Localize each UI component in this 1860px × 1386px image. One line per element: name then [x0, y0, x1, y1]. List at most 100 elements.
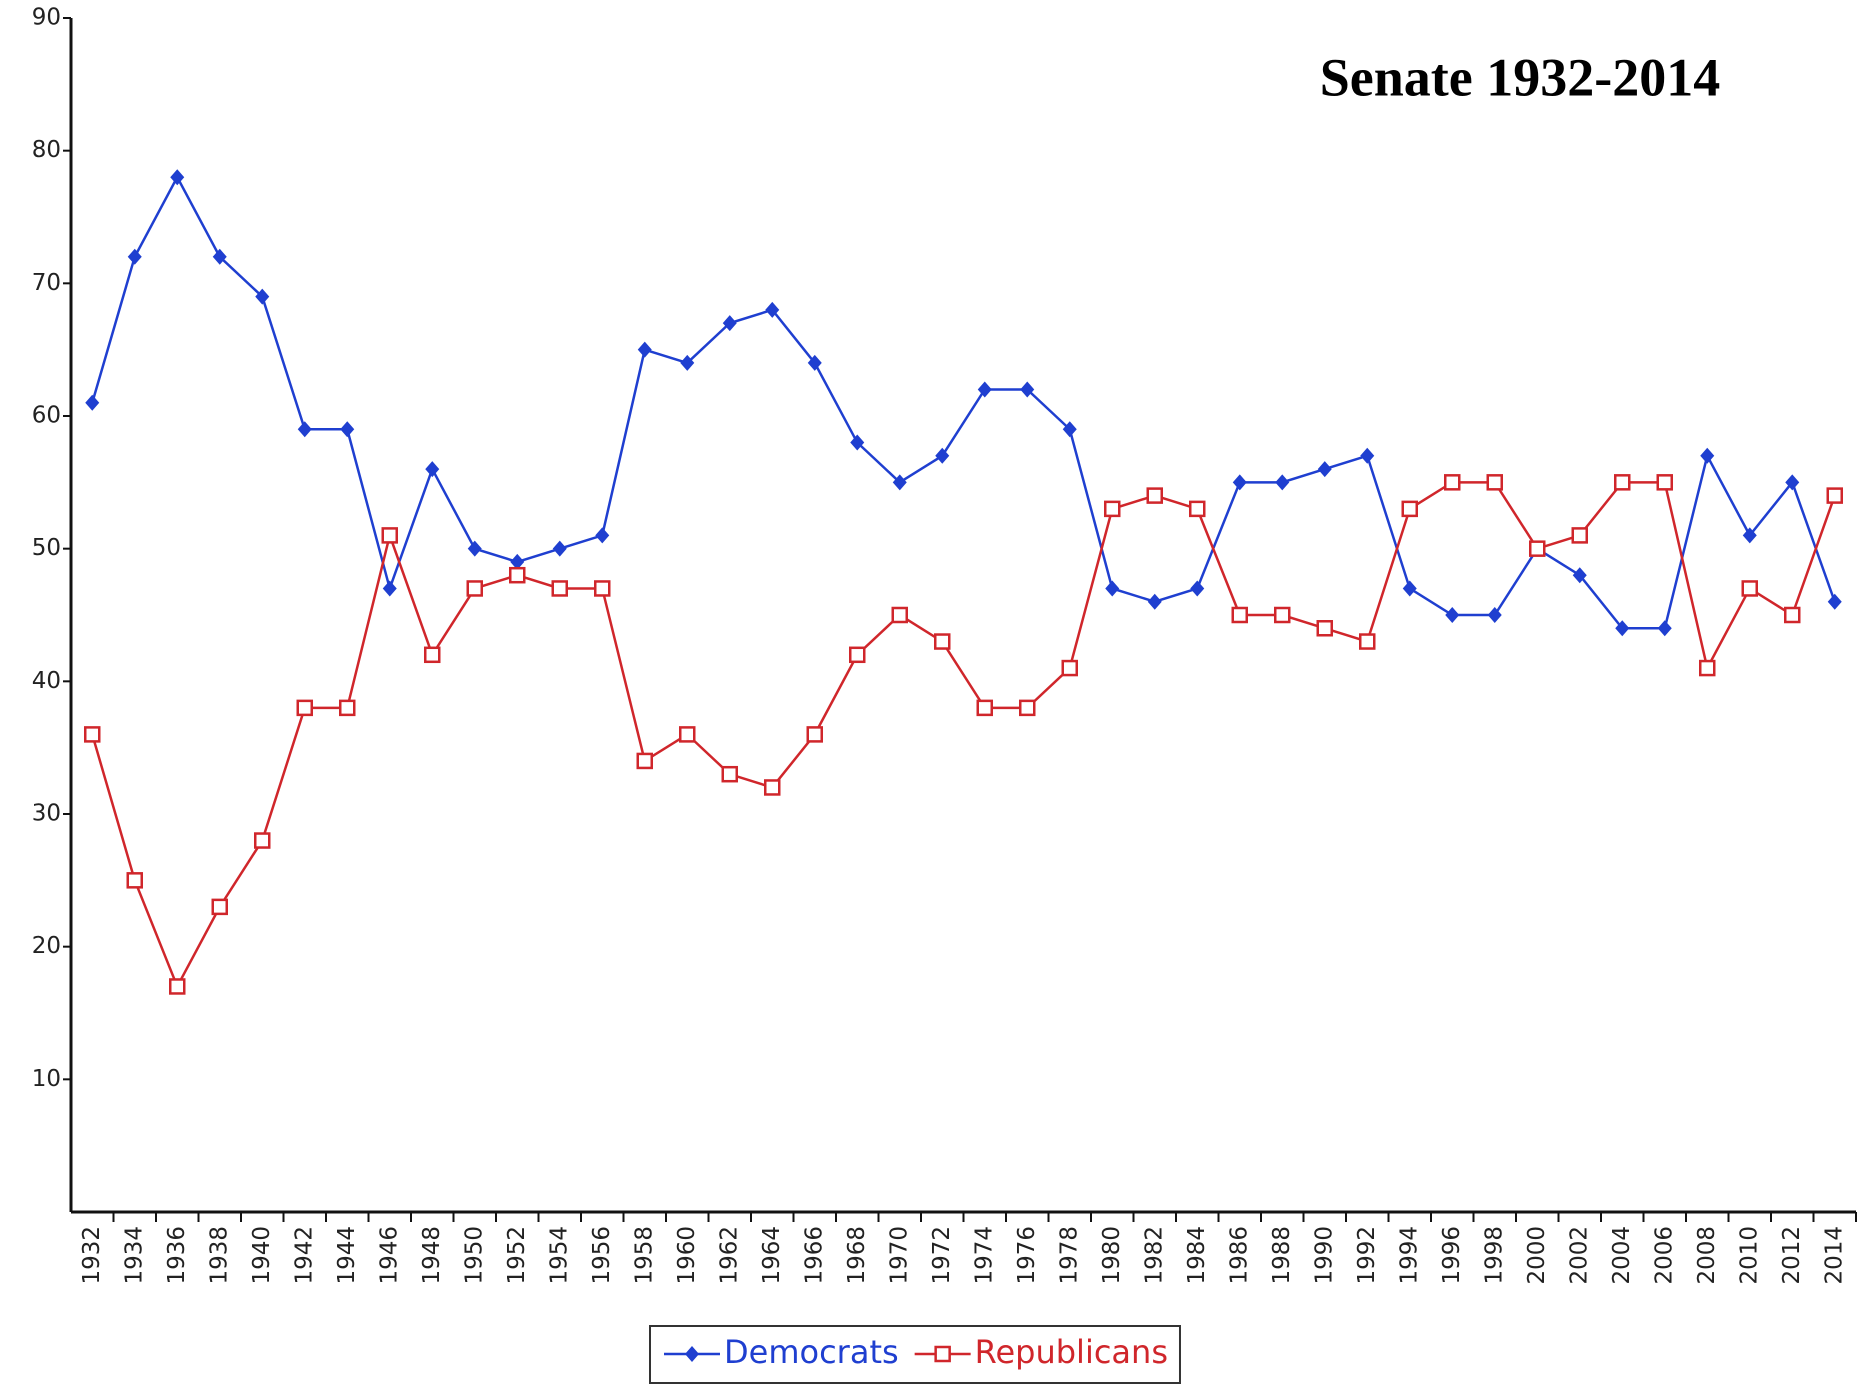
- x-tick-label: 2010: [1736, 1226, 1762, 1285]
- x-tick-label: 1982: [1141, 1226, 1167, 1285]
- point: [1486, 474, 1503, 491]
- point: [1401, 500, 1418, 518]
- point: [1657, 620, 1672, 637]
- point: [1189, 500, 1206, 518]
- x-tick-label: 1936: [164, 1226, 190, 1285]
- point: [424, 646, 441, 664]
- point: [1360, 447, 1375, 464]
- x-tick-label: 1992: [1354, 1226, 1380, 1285]
- point: [211, 898, 228, 916]
- point: [1359, 633, 1376, 650]
- y-tick-label: 60: [32, 403, 61, 429]
- point: [764, 779, 781, 796]
- legend-label: Democrats: [724, 1333, 899, 1371]
- legend-label: Republicans: [975, 1333, 1168, 1371]
- series-line: [91, 174, 1836, 630]
- point: [1190, 580, 1205, 597]
- point: [1741, 580, 1758, 597]
- x-tick-label: 1932: [79, 1226, 105, 1285]
- x-tick-label: 1974: [971, 1226, 997, 1285]
- x-tick-label: 1972: [929, 1226, 955, 1285]
- x-tick-label: 1934: [121, 1226, 147, 1285]
- point: [1572, 567, 1587, 584]
- point: [1232, 474, 1247, 491]
- x-tick-label: 2012: [1779, 1226, 1805, 1285]
- point: [765, 301, 780, 318]
- point: [552, 540, 567, 557]
- point: [1402, 580, 1417, 597]
- point: [850, 434, 865, 451]
- point: [551, 580, 568, 597]
- x-tick-label: 1994: [1396, 1226, 1422, 1285]
- point: [1316, 620, 1333, 637]
- legend: Democrats Republicans: [649, 1325, 1181, 1384]
- series-line: [91, 481, 1836, 990]
- point: [935, 447, 950, 464]
- point: [1826, 487, 1843, 504]
- x-tick-label: 1980: [1099, 1226, 1125, 1285]
- x-tick-label: 1962: [716, 1226, 742, 1285]
- y-tick-label: 90: [32, 5, 61, 31]
- x-tick-label: 1954: [546, 1226, 572, 1285]
- point: [976, 699, 993, 717]
- y-tick-label: 80: [32, 137, 61, 163]
- x-tick-label: 1960: [674, 1226, 700, 1285]
- point: [1317, 461, 1332, 478]
- x-tick-label: 1968: [844, 1226, 870, 1285]
- x-tick-label: 1966: [801, 1226, 827, 1285]
- legend-symbol: [934, 1345, 951, 1363]
- point: [212, 248, 227, 265]
- point: [679, 726, 696, 743]
- point: [1785, 474, 1800, 491]
- point: [1444, 474, 1461, 491]
- point: [425, 461, 440, 478]
- y-tick-label: 20: [32, 933, 61, 959]
- x-tick-label: 2006: [1651, 1226, 1677, 1285]
- point: [1061, 659, 1078, 677]
- point: [254, 832, 271, 849]
- chart-title: Senate 1932-2014: [1320, 47, 1720, 107]
- point: [339, 699, 356, 717]
- x-tick-label: 1978: [1056, 1226, 1082, 1285]
- x-tick-label: 1996: [1439, 1226, 1465, 1285]
- legend-symbol: [685, 1346, 699, 1362]
- point: [1104, 500, 1121, 518]
- point: [636, 752, 653, 770]
- x-tick-label: 2000: [1524, 1226, 1550, 1285]
- point: [680, 354, 695, 371]
- point: [1146, 487, 1163, 504]
- point: [296, 699, 313, 717]
- x-tick-label: 1990: [1311, 1226, 1337, 1285]
- point: [85, 394, 100, 411]
- point: [722, 315, 737, 332]
- point: [1699, 659, 1716, 677]
- point: [382, 580, 397, 597]
- point: [1445, 607, 1460, 623]
- point: [891, 606, 908, 624]
- point: [1019, 699, 1036, 717]
- x-tick-label: 2014: [1821, 1226, 1847, 1285]
- x-tick-label: 1940: [249, 1226, 275, 1285]
- y-tick-label: 10: [32, 1066, 61, 1092]
- x-tick-label: 1952: [504, 1226, 530, 1285]
- y-tick-label: 50: [32, 535, 61, 561]
- point: [977, 381, 992, 398]
- point: [381, 527, 398, 544]
- point: [1571, 527, 1588, 544]
- x-tick-label: 1976: [1014, 1226, 1040, 1285]
- x-tick-label: 1948: [419, 1226, 445, 1285]
- x-tick-label: 1958: [631, 1226, 657, 1285]
- point: [721, 765, 738, 783]
- x-tick-label: 2002: [1566, 1226, 1592, 1285]
- point: [806, 726, 823, 743]
- x-tick-label: 1984: [1184, 1226, 1210, 1285]
- point: [509, 566, 526, 584]
- point: [127, 248, 142, 265]
- point: [892, 474, 907, 491]
- point: [84, 726, 101, 743]
- point: [255, 288, 270, 305]
- point: [637, 341, 652, 358]
- point: [594, 580, 611, 597]
